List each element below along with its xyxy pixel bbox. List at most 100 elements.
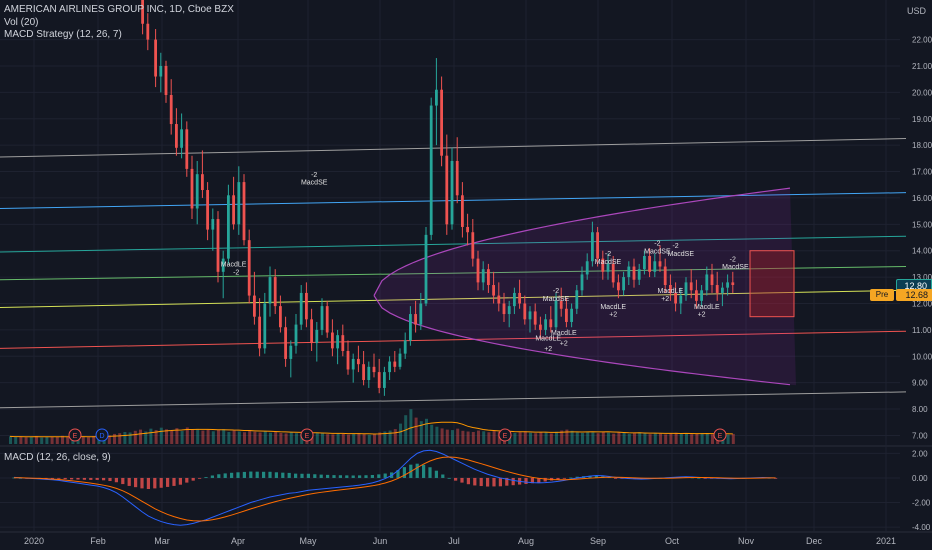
volume-bar: [81, 436, 85, 444]
volume-bar: [653, 432, 657, 444]
volume-bar: [357, 432, 361, 444]
macd-histogram-bar: [140, 477, 144, 489]
macd-histogram-bar: [313, 474, 317, 478]
volume-bar: [253, 431, 257, 444]
event-marker-label: E: [503, 433, 508, 440]
macd-histogram-bar: [89, 477, 93, 480]
macd-histogram-bar: [70, 477, 74, 480]
volume-bar: [601, 432, 605, 444]
volume-bar: [331, 434, 335, 444]
candle-body: [190, 168, 194, 209]
event-marker: [95, 428, 109, 442]
macd-histogram-bar: [364, 475, 368, 478]
volume-bar: [326, 434, 330, 444]
symbol-title[interactable]: AMERICAN AIRLINES GROUP INC, 1D, Cboe BZ…: [4, 4, 234, 15]
strategy-marker-label: MacdLE: [551, 330, 577, 337]
candle-body: [502, 303, 506, 315]
volume-bar: [362, 434, 366, 444]
volume-bar: [248, 430, 252, 444]
candle-body: [674, 292, 677, 304]
x-tick-label: Jun: [373, 536, 388, 546]
macd-histogram-bar: [351, 475, 355, 478]
candle-body: [141, 0, 144, 24]
y-tick-label: 14.00: [912, 247, 932, 256]
volume-bar: [149, 428, 153, 444]
volume-bar: [659, 433, 662, 444]
volume-bar: [555, 431, 558, 444]
candle-body: [617, 282, 620, 291]
volume-bar: [565, 429, 569, 444]
macd-indicator-label[interactable]: MACD (12, 26, close, 9): [4, 452, 111, 463]
x-tick-label: Mar: [154, 536, 170, 546]
premarket-price-badge: Pre 12.68: [870, 289, 932, 301]
macd-histogram-bar: [153, 477, 157, 489]
y-tick-label: 17.00: [912, 168, 932, 177]
volume-bar: [612, 433, 616, 444]
macd-histogram-bar: [326, 474, 330, 478]
candle-body: [372, 366, 376, 373]
y-tick-label: 16.00: [912, 194, 932, 203]
premarket-tag: Pre: [870, 289, 894, 301]
macd-line: [13, 449, 776, 526]
macd-histogram-bar: [223, 473, 227, 478]
strategy-marker-label: -2: [672, 243, 678, 250]
candle-body: [279, 306, 282, 328]
volume-bar: [482, 431, 486, 444]
macd-histogram-bar: [255, 471, 259, 478]
candle-body: [684, 282, 688, 296]
volume-bar: [378, 432, 382, 444]
candle-body: [258, 316, 261, 349]
volume-bar: [414, 417, 418, 444]
macd-histogram-bar: [82, 477, 86, 480]
candle-body: [175, 124, 178, 148]
trend-line: [0, 235, 907, 253]
strategy-marker-label: MacdLE: [600, 304, 626, 311]
volume-bar: [347, 434, 350, 444]
volume-bar: [383, 431, 387, 444]
volume-bar: [269, 432, 272, 444]
volume-bar: [40, 437, 44, 444]
candle-body: [159, 65, 163, 77]
volume-bar: [243, 432, 246, 444]
volume-bar: [399, 423, 402, 444]
volume-bar: [617, 432, 621, 444]
macd-histogram-bar: [191, 477, 195, 481]
strategy-indicator-label[interactable]: MACD Strategy (12, 26, 7): [4, 29, 122, 40]
macd-histogram-bar: [294, 473, 298, 478]
macd-histogram-bar: [102, 477, 106, 481]
candle-body: [383, 372, 386, 388]
volume-bar: [180, 431, 184, 444]
volume-bar: [388, 430, 392, 444]
event-marker: [68, 428, 82, 442]
macd-histogram-bar: [575, 476, 579, 478]
volume-bar: [66, 436, 70, 444]
macd-histogram-bar: [345, 475, 349, 478]
candle-body: [471, 232, 475, 259]
candle-body: [585, 261, 589, 275]
volume-bar: [685, 433, 688, 444]
volume-bar: [451, 430, 454, 444]
candle-body: [715, 285, 719, 293]
candle-body: [169, 95, 173, 125]
macd-histogram-bar: [556, 477, 560, 480]
volume-indicator-label[interactable]: Vol (20): [4, 17, 39, 28]
candle-body: [606, 263, 610, 272]
macd-histogram-bar: [697, 477, 701, 479]
macd-histogram-bar: [524, 477, 528, 484]
macd-histogram-bar: [505, 477, 509, 486]
macd-histogram-bar: [530, 477, 534, 484]
candle-body: [632, 266, 636, 280]
x-tick-label: Oct: [665, 536, 680, 546]
macd-histogram-bar: [185, 477, 189, 483]
y-tick-label: 18.00: [912, 141, 932, 150]
trend-line: [0, 266, 907, 281]
volume-bar: [534, 433, 538, 444]
macd-histogram-bar: [422, 464, 426, 478]
strategy-marker-label: -2: [654, 240, 660, 247]
candle-body: [731, 282, 735, 286]
volume-bar: [456, 428, 460, 444]
candle-body: [596, 232, 599, 259]
candle-body: [492, 285, 495, 296]
candle-body: [320, 306, 324, 330]
